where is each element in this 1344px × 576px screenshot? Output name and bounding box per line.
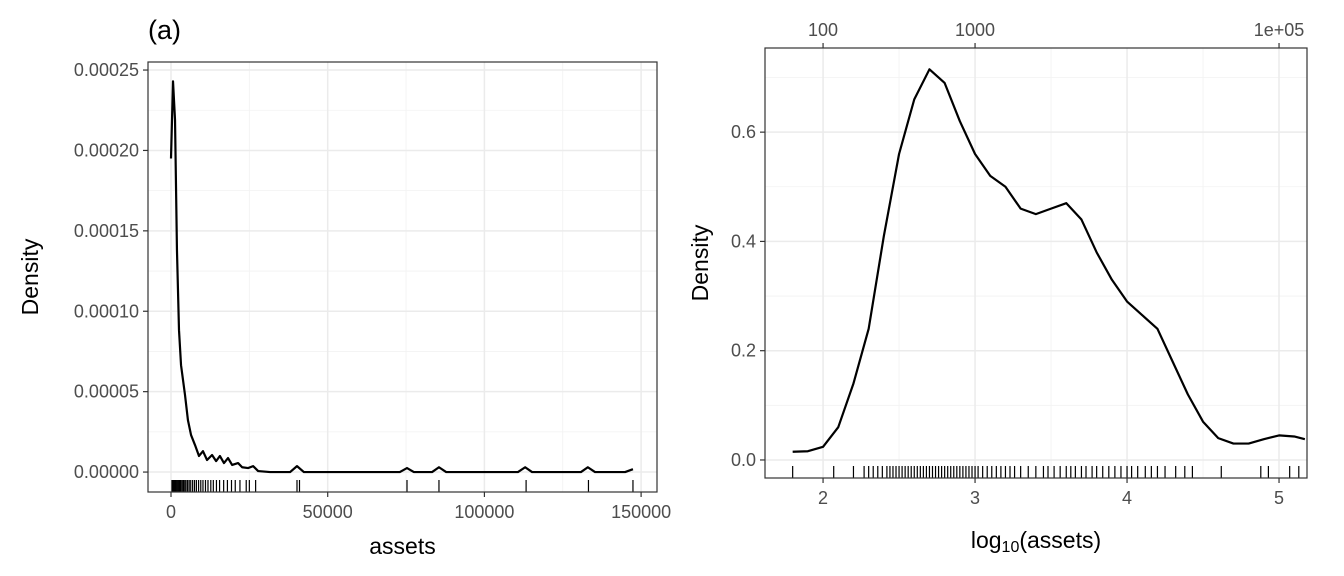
x-tick-label: 2 <box>818 488 828 508</box>
x-tick-label: 4 <box>1122 488 1132 508</box>
y-axis-title: Density <box>687 224 713 301</box>
x-axis-title-part: 10 <box>1002 539 1020 556</box>
y-tick-label: 0.2 <box>731 341 756 361</box>
y-tick-label: 0.4 <box>731 231 756 251</box>
x-tick-label: 50000 <box>303 502 353 522</box>
x-axis-title-part: (assets) <box>1019 527 1101 553</box>
y-tick-label: 0.00005 <box>74 382 139 402</box>
x-axis-title: log10(assets) <box>971 527 1101 556</box>
x2-tick-label: 1000 <box>955 20 995 40</box>
density-line <box>792 68 1306 453</box>
y-tick-label: 0.00020 <box>74 140 139 160</box>
y-tick-label: 0.0 <box>731 450 756 470</box>
x2-tick-label: 100 <box>808 20 838 40</box>
y-tick-label: 0.00000 <box>74 462 139 482</box>
density-line <box>169 80 634 474</box>
panel-border <box>147 61 658 493</box>
panel-background <box>765 48 1307 478</box>
y-tick-label: 0.00025 <box>74 60 139 80</box>
x-tick-label: 3 <box>970 488 980 508</box>
x-tick-label: 5 <box>1274 488 1284 508</box>
y-axis-title: Density <box>17 238 43 315</box>
y-tick-label: 0.00010 <box>74 301 139 321</box>
chart-title: (a) <box>148 15 181 45</box>
x-tick-label: 150000 <box>611 502 671 522</box>
x-axis-title-part: log <box>971 527 1002 553</box>
panel-background <box>148 62 657 492</box>
y-tick-label: 0.00015 <box>74 221 139 241</box>
x-axis-title: assets <box>369 533 435 559</box>
panel-border <box>764 47 1308 479</box>
x-tick-label: 100000 <box>454 502 514 522</box>
y-tick-label: 0.6 <box>731 122 756 142</box>
x-tick-label: 0 <box>166 502 176 522</box>
x2-tick-label: 1e+05 <box>1254 20 1305 40</box>
